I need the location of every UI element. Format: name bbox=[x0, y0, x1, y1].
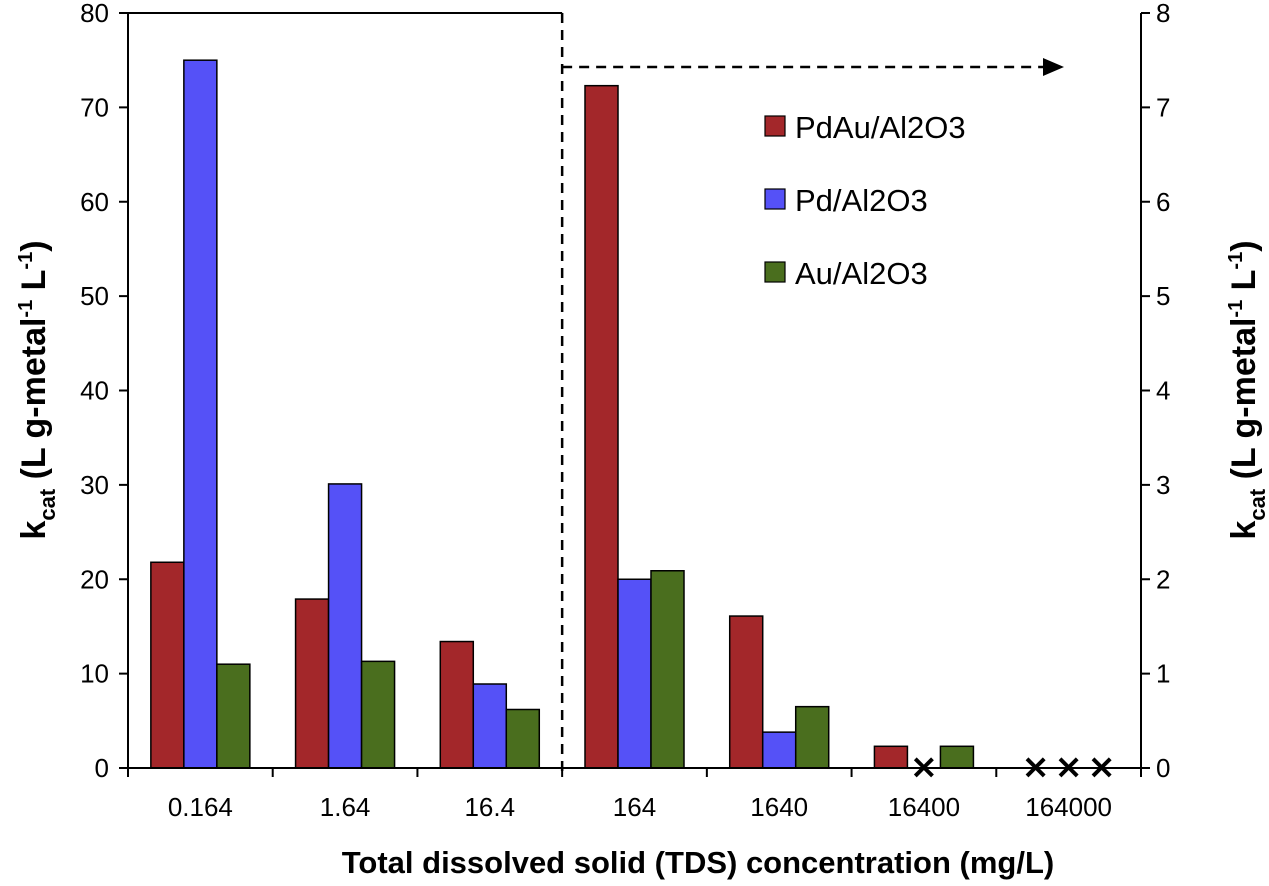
y-tick-label-right: 0 bbox=[1156, 753, 1170, 783]
y-tick-label-right: 5 bbox=[1156, 281, 1170, 311]
legend-swatch bbox=[764, 261, 786, 283]
y-tick-label-right: 7 bbox=[1156, 92, 1170, 122]
y-tick-label-right: 4 bbox=[1156, 376, 1170, 406]
y-tick-label-right: 1 bbox=[1156, 659, 1170, 689]
y-tick-label-left: 60 bbox=[80, 187, 109, 217]
bar bbox=[761, 731, 797, 769]
not-detected-marker: × bbox=[1054, 747, 1083, 787]
y-tick-label-left: 40 bbox=[80, 376, 109, 406]
legend-label: Pd/Al2O3 bbox=[795, 183, 928, 218]
x-axis-title: Total dissolved solid (TDS) concentratio… bbox=[342, 845, 1054, 880]
bar bbox=[216, 663, 251, 769]
bar bbox=[472, 683, 508, 769]
y-tick-label-left: 0 bbox=[95, 753, 109, 783]
x-tick-label: 1.64 bbox=[320, 792, 371, 822]
legend: PdAu/Al2O3 Pd/Al2O3 Au/Al2O3 bbox=[764, 110, 966, 291]
y-tick-label-left: 30 bbox=[80, 470, 109, 500]
bar bbox=[794, 705, 830, 769]
y-tick-label-left: 50 bbox=[80, 281, 109, 311]
legend-swatch bbox=[764, 188, 786, 210]
bar bbox=[939, 745, 975, 769]
y-tick-label-left: 20 bbox=[80, 564, 109, 594]
bar bbox=[183, 59, 218, 769]
y-tick-label-left: 70 bbox=[80, 92, 109, 122]
not-detected-marker: × bbox=[910, 747, 939, 787]
bar bbox=[617, 578, 652, 769]
axis-divider bbox=[560, 13, 1064, 776]
bar bbox=[150, 561, 185, 769]
x-tick-label: 0.164 bbox=[168, 792, 233, 822]
not-detected-markers: × × × × bbox=[910, 747, 1116, 787]
bar bbox=[873, 745, 909, 769]
y-axis-title-right: kcat (L g-metal-1 L-1) bbox=[1225, 240, 1269, 539]
y-tick-label-left: 10 bbox=[80, 659, 109, 689]
not-detected-marker: × bbox=[1087, 747, 1116, 787]
x-tick-label: 164 bbox=[613, 792, 656, 822]
legend-swatch bbox=[764, 115, 786, 137]
x-tick-label: 16.4 bbox=[464, 792, 515, 822]
bars-group bbox=[150, 59, 975, 769]
x-tick-label: 1640 bbox=[750, 792, 808, 822]
bar bbox=[728, 615, 764, 769]
x-tick-label: 164000 bbox=[1025, 792, 1112, 822]
y-tick-label-right: 3 bbox=[1156, 470, 1170, 500]
x-tick-label: 16400 bbox=[888, 792, 960, 822]
y-tick-label-right: 2 bbox=[1156, 564, 1170, 594]
y-tick-label-left: 80 bbox=[80, 0, 109, 28]
legend-label: Au/Al2O3 bbox=[795, 256, 928, 291]
y-axis-title-left: kcat (L g-metal-1 L-1) bbox=[15, 240, 60, 539]
bar bbox=[294, 598, 330, 769]
y-tick-label-right: 6 bbox=[1156, 187, 1170, 217]
bar bbox=[584, 84, 619, 769]
bar bbox=[650, 570, 685, 769]
bar bbox=[439, 640, 475, 769]
ticks-group: 0 10 20 30 40 50 60 70 80 0 1 2 3 4 5 6 7 8 0.164 1.64 16.4 1… bbox=[80, 0, 1170, 822]
bar bbox=[360, 660, 396, 769]
legend-label: PdAu/Al2O3 bbox=[795, 110, 966, 145]
divider-arrowhead bbox=[1043, 58, 1064, 76]
bar bbox=[505, 708, 541, 769]
y-tick-label-right: 8 bbox=[1156, 0, 1170, 28]
bar bbox=[327, 483, 363, 769]
not-detected-marker: × bbox=[1021, 747, 1050, 787]
